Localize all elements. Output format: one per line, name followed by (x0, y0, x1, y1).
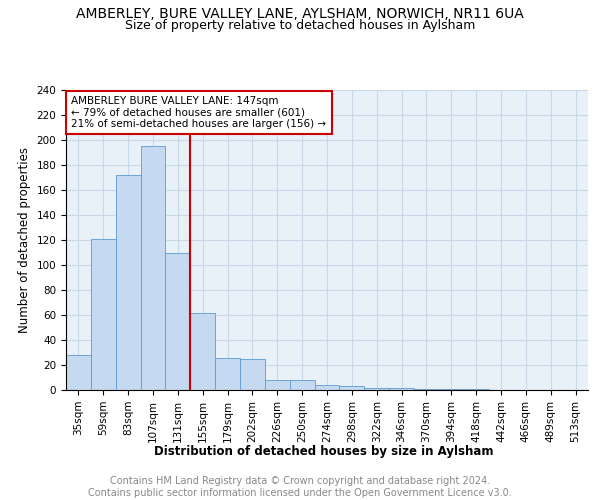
Bar (464, 389, 488, 390)
Bar (414, 389, 439, 390)
Bar (314, 385, 340, 390)
Bar (91, 239, 116, 390)
Bar (166, 252, 190, 390)
Bar (215, 358, 240, 390)
Bar (389, 388, 414, 390)
Y-axis label: Number of detached properties: Number of detached properties (18, 147, 31, 333)
Bar (240, 359, 265, 390)
Bar (190, 312, 215, 390)
Bar (66, 355, 91, 390)
Bar (439, 389, 464, 390)
Text: Distribution of detached houses by size in Aylsham: Distribution of detached houses by size … (154, 445, 494, 458)
Bar (140, 146, 166, 390)
Bar (364, 388, 389, 390)
Text: Contains HM Land Registry data © Crown copyright and database right 2024.
Contai: Contains HM Land Registry data © Crown c… (88, 476, 512, 498)
Bar (290, 380, 314, 390)
Bar (265, 380, 290, 390)
Text: Size of property relative to detached houses in Aylsham: Size of property relative to detached ho… (125, 19, 475, 32)
Text: AMBERLEY BURE VALLEY LANE: 147sqm
← 79% of detached houses are smaller (601)
21%: AMBERLEY BURE VALLEY LANE: 147sqm ← 79% … (71, 96, 326, 129)
Bar (340, 386, 364, 390)
Text: AMBERLEY, BURE VALLEY LANE, AYLSHAM, NORWICH, NR11 6UA: AMBERLEY, BURE VALLEY LANE, AYLSHAM, NOR… (76, 8, 524, 22)
Bar (116, 175, 140, 390)
